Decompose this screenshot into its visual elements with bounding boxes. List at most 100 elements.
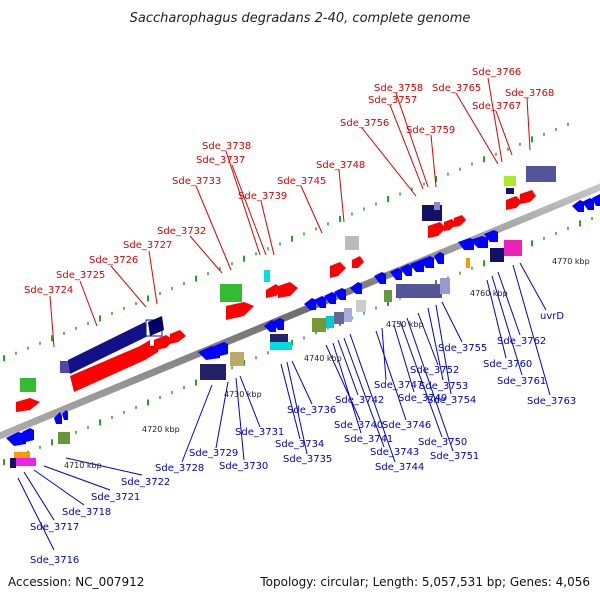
gene-label: Sde_3765 — [432, 83, 481, 94]
gene-label: Sde_3728 — [155, 463, 204, 474]
gene-label: Sde_3731 — [235, 427, 284, 438]
gene-block-navy — [506, 188, 514, 194]
forward-gene-arrow — [170, 330, 186, 344]
reverse-gene-arrow — [400, 264, 412, 276]
gene-label: Sde_3768 — [505, 88, 554, 99]
gene-block-olive — [58, 432, 70, 444]
gene-block-gray — [345, 236, 359, 250]
gene-label: Sde_3763 — [527, 396, 576, 407]
gene-label: Sde_3746 — [382, 420, 431, 431]
gene-label: Sde_3718 — [62, 507, 111, 518]
gene-block-olive — [312, 318, 326, 332]
gene-label: Sde_3733 — [172, 176, 221, 187]
gene-block-gray — [356, 300, 366, 312]
forward-gene-arrow — [16, 398, 40, 412]
gene-label: Sde_3738 — [202, 141, 251, 152]
gene-label: Sde_3750 — [418, 437, 467, 448]
genome-backbone — [0, 183, 600, 440]
gene-label: Sde_3734 — [275, 439, 324, 450]
reverse-gene-arrow — [214, 342, 228, 356]
gene-label: Sde_3753 — [419, 381, 468, 392]
gene-label: Sde_3730 — [219, 461, 268, 472]
reverse-gene-arrow — [198, 346, 220, 360]
map-title: Saccharophagus degradans 2-40, complete … — [130, 11, 471, 26]
gene-block-olive — [384, 290, 392, 302]
gene-label: Sde_3739 — [238, 191, 287, 202]
reverse-gene-arrow — [62, 410, 68, 420]
gene-label: Sde_3762 — [497, 336, 546, 347]
gene-block-lavender — [440, 278, 450, 294]
reverse-gene-arrow — [272, 318, 284, 330]
gene-block-orange — [14, 452, 30, 460]
gene-label: Sde_3749 — [398, 393, 447, 404]
gene-label: Sde_3729 — [189, 448, 238, 459]
gene-label: Sde_3758 — [374, 83, 423, 94]
forward-gene-track — [16, 166, 556, 412]
reverse-gene-arrow — [6, 432, 26, 446]
gene-label: Sde_3766 — [472, 67, 521, 78]
gene-label: Sde_3751 — [430, 451, 479, 462]
gene-block-darkblue — [148, 316, 164, 336]
kbp-labels: 4710 kbp 4720 kbp 4730 kbp 4740 kbp 4750… — [64, 257, 590, 470]
topology-text: Topology: circular; Length: 5,057,531 bp… — [259, 575, 590, 589]
reverse-gene-track — [6, 194, 600, 468]
gene-label: Sde_3743 — [370, 447, 419, 458]
gene-block-lavender — [344, 308, 352, 322]
forward-leader-lines — [49, 77, 531, 348]
gene-block-navy — [270, 334, 288, 342]
accession-text: Accession: NC_007912 — [8, 575, 144, 589]
gene-block-purple — [334, 312, 344, 324]
gene-block-cyan — [326, 316, 334, 328]
gene-label: Sde_3740 — [334, 420, 383, 431]
gene-label: Sde_3735 — [283, 454, 332, 465]
reverse-gene-arrow — [420, 256, 434, 268]
gene-label: Sde_3761 — [497, 376, 546, 387]
gene-block-navy — [200, 364, 226, 380]
gene-block-magenta — [14, 458, 36, 466]
gene-block-navy — [490, 248, 504, 262]
reverse-gene-arrow — [350, 282, 362, 294]
gene-label: Sde_3721 — [91, 492, 140, 503]
gene-block-green — [20, 378, 36, 392]
reverse-gene-arrow — [22, 428, 34, 442]
gene-label: Sde_3760 — [483, 359, 532, 370]
reverse-gene-arrow — [470, 236, 488, 248]
forward-gene-arrow — [506, 196, 522, 210]
kbp-label: 4770 kbp — [552, 257, 590, 266]
kbp-label: 4720 kbp — [142, 425, 180, 434]
gene-label: Sde_3759 — [406, 125, 455, 136]
gene-label: Sde_3727 — [123, 240, 172, 251]
gene-label: Sde_3737 — [196, 155, 245, 166]
gene-block-navy — [10, 458, 16, 468]
gene-label: Sde_3742 — [335, 395, 384, 406]
gene-block-green — [220, 284, 242, 302]
kbp-label: 4750 kbp — [386, 320, 424, 329]
reverse-gene-arrow — [390, 268, 402, 280]
gene-label: Sde_3745 — [277, 176, 326, 187]
kbp-label: 4730 kbp — [224, 390, 262, 399]
reverse-gene-arrow — [314, 296, 326, 308]
gene-label: Sde_3736 — [287, 405, 336, 416]
gene-block-purple — [60, 361, 70, 373]
gene-block-tan — [230, 352, 244, 366]
reverse-gene-arrow — [458, 238, 474, 250]
forward-gene-arrow — [330, 262, 346, 278]
gene-label: Sde_3717 — [30, 522, 79, 533]
gene-label: Sde_3725 — [56, 270, 105, 281]
reverse-gene-arrow — [484, 230, 498, 242]
reverse-leader-lines — [17, 262, 551, 551]
forward-gene-arrow — [352, 256, 364, 268]
reverse-gene-arrow — [434, 252, 444, 264]
reverse-gene-arrow — [572, 200, 584, 212]
gene-label: Sde_3722 — [121, 477, 170, 488]
reverse-gene-arrow — [54, 412, 62, 424]
gene-label: Sde_3756 — [340, 118, 389, 129]
forward-gene-arrow — [454, 215, 466, 227]
kbp-label: 4740 kbp — [304, 354, 342, 363]
forward-gene-labels: Sde_3724 Sde_3725 Sde_3726 Sde_3727 Sde_… — [24, 67, 554, 296]
reverse-gene-arrow — [582, 198, 594, 210]
tick-track-top — [3, 122, 569, 362]
gene-label: Sde_3748 — [316, 160, 365, 171]
reverse-gene-arrow — [592, 194, 600, 206]
